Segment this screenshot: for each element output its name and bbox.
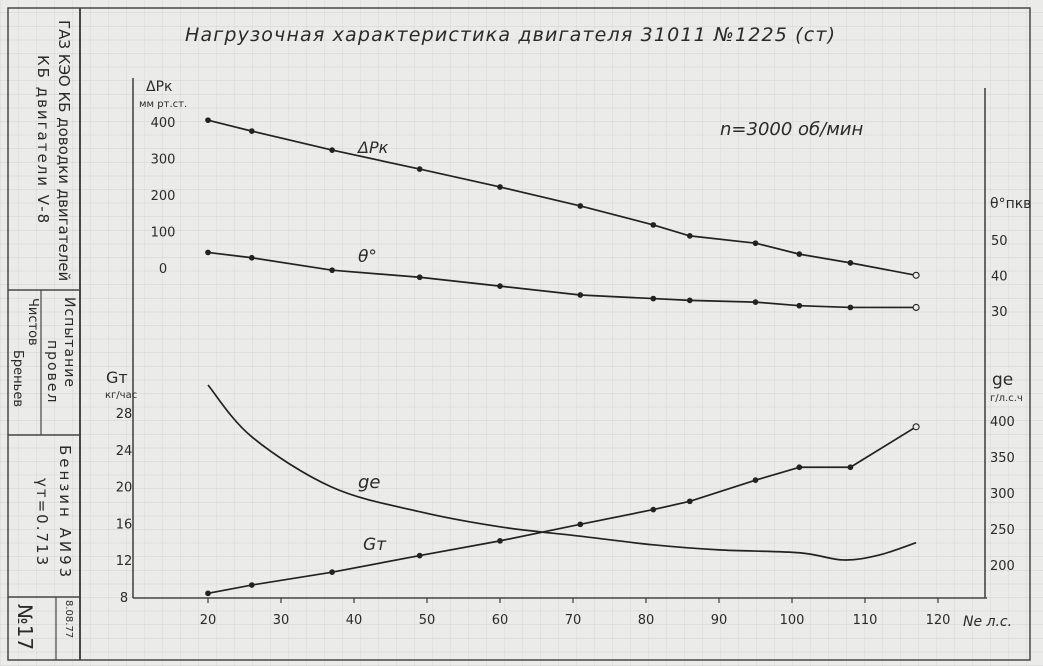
sheet-number: №17 <box>13 604 37 651</box>
data-point <box>416 552 423 559</box>
test-label-line-2: провел <box>44 340 60 405</box>
data-point <box>577 521 584 528</box>
data-point <box>796 464 803 471</box>
data-point <box>650 295 657 302</box>
data-point <box>686 233 693 239</box>
sheet-border <box>7 7 1031 661</box>
data-point <box>205 117 211 124</box>
x-tick-label: 30 <box>273 613 290 628</box>
data-point <box>329 267 335 274</box>
drawing-frame <box>7 7 1031 661</box>
y-tick-label: 400 <box>151 116 176 131</box>
data-point <box>912 423 920 431</box>
data-point <box>577 203 584 209</box>
series-line-3 <box>207 426 917 595</box>
org-line-1: ГАЗ КЭО КБ доводки двигателей <box>55 20 73 282</box>
y-tick-label: 12 <box>116 554 133 569</box>
chart-title: Нагрузочная характеристика двигателя 310… <box>185 24 835 46</box>
series-line-2 <box>207 384 917 561</box>
x-tick-label: 90 <box>711 613 728 628</box>
x-tick-label: 120 <box>926 613 951 628</box>
chart-marks: 20 30 40 50 60 70 80 90 100 110 120 400 300 200 100 0 28… <box>116 116 1015 628</box>
data-point <box>796 251 803 257</box>
y-axis-label-fuel-flow: Gт <box>106 368 128 387</box>
data-point <box>686 498 693 505</box>
y-tick-label: 350 <box>990 451 1015 466</box>
data-point <box>752 299 759 305</box>
x-tick-label: 110 <box>853 613 878 628</box>
data-point <box>650 222 657 228</box>
data-point <box>650 506 657 513</box>
y-tick-label: 30 <box>991 305 1008 320</box>
y-tick-label: 300 <box>151 153 176 168</box>
y-tick-label: 8 <box>120 591 128 606</box>
y-tick-label: 200 <box>151 189 176 204</box>
data-point <box>847 464 854 471</box>
x-tick-label: 20 <box>200 613 217 628</box>
y-tick-label: 0 <box>159 262 167 277</box>
data-point <box>912 303 920 312</box>
y-tick-label: 50 <box>991 234 1008 249</box>
speed-annotation: n=3000 об/мин <box>720 119 863 140</box>
y-tick-label: 40 <box>991 270 1008 285</box>
data-point <box>847 260 854 266</box>
test-date: 8.08.77 <box>63 600 74 639</box>
y-tick-label: 200 <box>990 559 1015 574</box>
y-tick-label: 100 <box>151 226 176 241</box>
y-tick-label: 24 <box>116 444 133 459</box>
y-tick-label: 250 <box>990 523 1015 538</box>
data-point <box>205 249 211 256</box>
y-axis-label-pressure: ΔPк <box>146 79 172 95</box>
data-point <box>752 477 759 484</box>
series-line-0 <box>207 119 917 277</box>
series-line-1 <box>207 251 917 309</box>
y-axis-unit-specific-consumption: г/л.с.ч <box>990 393 1023 404</box>
y-tick-label: 28 <box>116 407 133 422</box>
x-tick-label: 60 <box>492 613 509 628</box>
tester-line-2: Бреньев <box>10 350 25 407</box>
y-tick-label: 16 <box>116 517 133 532</box>
y-axis-label-ignition-angle: θ°пкв <box>990 196 1031 212</box>
data-point <box>248 128 255 134</box>
x-tick-label: 100 <box>780 613 805 628</box>
y-tick-label: 20 <box>116 481 133 496</box>
data-point <box>497 184 503 190</box>
fuel-density: γт=0.713 <box>33 478 51 568</box>
series-label-ignition-angle: θ° <box>358 247 377 267</box>
y-axis-label-specific-consumption: ge <box>992 370 1013 390</box>
data-point <box>248 254 255 261</box>
x-tick-label: 40 <box>346 613 363 628</box>
x-tick-label: 80 <box>638 613 655 628</box>
test-label-line-1: Испытание <box>61 297 77 388</box>
data-point <box>416 166 423 172</box>
series-label-specific-consumption: ge <box>358 472 381 493</box>
y-tick-label: 400 <box>990 415 1015 430</box>
data-point <box>416 274 423 281</box>
data-point <box>847 304 854 311</box>
y-axis-unit-fuel-flow: кг/час <box>105 390 137 401</box>
data-point <box>577 292 584 298</box>
tester-line-1: Чистов <box>25 298 40 346</box>
org-line-2: КБ двигатели V-8 <box>34 55 52 226</box>
data-point <box>686 297 693 304</box>
x-tick-label: 50 <box>419 613 436 628</box>
x-axis-label: Ne л.с. <box>963 614 1012 630</box>
y-tick-label: 300 <box>990 487 1015 502</box>
series-label-pressure: ΔPк <box>356 138 389 157</box>
data-point <box>796 302 803 309</box>
data-point <box>329 147 335 153</box>
data-point <box>205 590 211 597</box>
data-point <box>329 569 335 576</box>
data-point <box>497 283 503 290</box>
x-tick-label: 70 <box>565 613 582 628</box>
fuel-type: Бензин АИ93 <box>56 445 74 581</box>
data-point <box>752 240 759 247</box>
y-axis-unit-pressure: мм рт.ст. <box>139 99 187 110</box>
series-label-fuel-flow: Gт <box>363 535 387 555</box>
data-point <box>248 582 255 588</box>
data-point <box>912 271 920 279</box>
data-point <box>497 538 503 544</box>
